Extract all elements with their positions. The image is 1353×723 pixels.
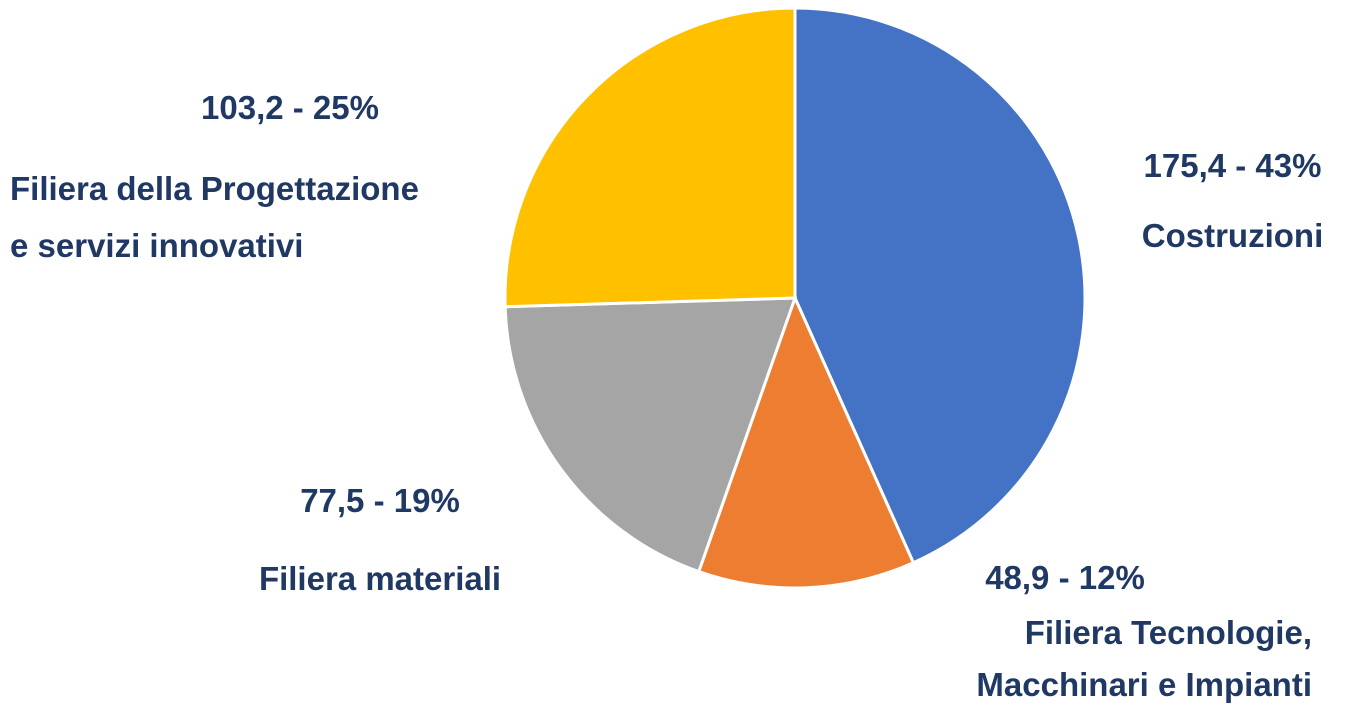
- data-label: 175,4 - 43%: [1143, 147, 1322, 184]
- category-label: Filiera della Progettazione e servizi in…: [10, 170, 419, 264]
- category-label: Filiera Tecnologie, Macchinari e Impiant…: [976, 614, 1312, 703]
- data-label: 48,9 - 12%: [985, 559, 1145, 596]
- pie-slice: [503, 6, 797, 309]
- pie-slice: [696, 293, 916, 590]
- data-label: 103,2 - 25%: [201, 89, 379, 126]
- pie-slice: [793, 6, 1087, 565]
- data-label: 77,5 - 19%: [300, 482, 460, 519]
- category-label: Costruzioni: [1141, 217, 1324, 254]
- category-label: Filiera materiali: [258, 560, 502, 597]
- pie-slice: [503, 296, 798, 574]
